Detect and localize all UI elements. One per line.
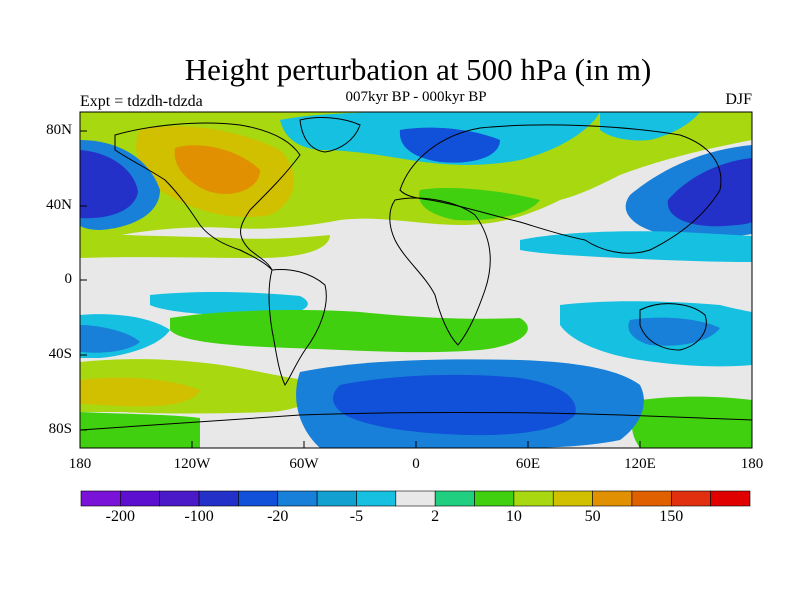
colorbar-label: -20: [267, 508, 289, 525]
positive-south-pacific-polar-east: [631, 396, 752, 448]
positive-band-south-atlantic: [170, 310, 528, 353]
antarctica-outline: [80, 411, 752, 431]
colorbar-label: 150: [659, 508, 684, 525]
colorbar-swatch: [356, 490, 397, 507]
colorbar-swatch: [631, 490, 672, 507]
lon-tick-label: 60W: [289, 456, 319, 472]
lat-tick-label: 40S: [48, 346, 72, 362]
negative-core-north-pacific-east: [667, 158, 752, 227]
map-subtitle: 007kyr BP - 000kyr BP: [345, 89, 487, 105]
lat-tick-label: 80S: [48, 421, 72, 437]
colorbar: [80, 490, 751, 507]
colorbar-label: -200: [105, 508, 136, 525]
positive-tropical-north: [80, 232, 330, 258]
colorbar-swatch: [513, 490, 554, 507]
negative-core-south-pacific-west: [80, 325, 140, 353]
contour-field: [80, 112, 752, 448]
lon-tick-label: 60E: [515, 456, 541, 472]
colorbar-label: 10: [505, 508, 522, 525]
negative-core-southern-ocean: [333, 374, 576, 436]
lon-tick-label: 120W: [173, 456, 211, 472]
colorbar-swatch: [474, 490, 515, 507]
colorbar-swatch: [434, 490, 475, 507]
colorbar-label: 50: [584, 508, 601, 525]
lon-tick-label: 120E: [624, 456, 656, 472]
colorbar-swatch: [395, 490, 436, 507]
negative-core-north-pacific-west: [80, 150, 138, 219]
positive-band-eurasia: [419, 188, 540, 221]
colorbar-label: -100: [184, 508, 214, 525]
axis-ticks: [79, 130, 753, 448]
colorbar-swatch: [592, 490, 633, 507]
eurasia-outline: [399, 124, 722, 254]
australia-outline: [639, 303, 707, 351]
colorbar-swatch: [277, 490, 318, 507]
colorbar-swatch: [710, 490, 751, 507]
lat-tick-label: 0: [64, 271, 73, 287]
colorbar-swatch: [238, 490, 279, 507]
lon-tick-label: 0: [412, 456, 420, 472]
negative-core-australia: [628, 317, 720, 346]
season-label: DJF: [725, 91, 752, 108]
colorbar-label: -5: [349, 508, 364, 525]
lon-tick-label: 180: [740, 456, 764, 472]
negative-siberia: [600, 112, 700, 141]
positive-core-north-america: [174, 145, 260, 194]
positive-south-pacific-polar: [80, 412, 200, 448]
colorbar-swatch: [316, 490, 357, 507]
coastlines: [80, 117, 752, 431]
south-america-outline: [268, 269, 327, 386]
colorbar-swatch: [120, 490, 161, 507]
positive-core-south-pacific: [80, 377, 200, 407]
greenland-outline: [299, 117, 361, 153]
lat-tick-label: 40N: [46, 197, 72, 213]
colorbar-swatch: [80, 490, 121, 507]
colorbar-swatch: [552, 490, 593, 507]
negative-tropical-east-pacific: [150, 292, 308, 316]
experiment-label: Expt = tdzdh-tdzda: [80, 93, 203, 110]
colorbar-label: 2: [431, 508, 440, 525]
map-title: Height perturbation at 500 hPa (in m): [184, 52, 652, 87]
colorbar-swatch: [670, 490, 711, 507]
north-america-outline: [114, 122, 301, 271]
colorbar-swatch: [198, 490, 239, 507]
lon-tick-label: 180: [68, 456, 92, 472]
lat-tick-label: 80N: [46, 122, 72, 138]
africa-outline: [389, 197, 491, 346]
colorbar-swatch: [159, 490, 200, 507]
